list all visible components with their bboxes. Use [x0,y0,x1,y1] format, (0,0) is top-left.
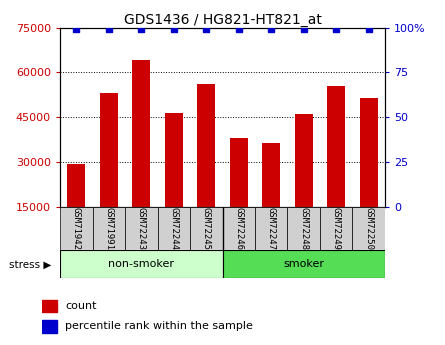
Bar [222,250,385,278]
Bar [93,207,125,250]
Bar [287,207,320,250]
Bar [67,164,85,252]
Text: GSM72243: GSM72243 [137,207,146,250]
Text: stress ▶: stress ▶ [9,260,51,270]
Bar [327,86,345,252]
Bar [352,207,385,250]
Bar [60,207,93,250]
Text: GSM72249: GSM72249 [332,207,341,250]
Text: percentile rank within the sample: percentile rank within the sample [65,322,253,332]
Text: GSM72245: GSM72245 [202,207,211,250]
Bar [165,113,183,252]
Bar [42,299,57,312]
Bar [320,207,352,250]
Text: GSM71991: GSM71991 [104,207,113,250]
Text: GSM72250: GSM72250 [364,207,373,250]
Bar [158,207,190,250]
Bar [360,98,378,252]
Bar [295,114,313,252]
Text: smoker: smoker [283,259,324,269]
Bar [60,250,222,278]
Bar [255,207,287,250]
Bar [125,207,158,250]
Text: GSM72247: GSM72247 [267,207,276,250]
Bar [197,85,215,252]
Bar [100,93,118,252]
Bar [222,207,255,250]
Bar [42,320,57,333]
Text: GSM72248: GSM72248 [299,207,308,250]
Text: GSM72246: GSM72246 [234,207,243,250]
Bar [132,60,150,252]
Title: GDS1436 / HG821-HT821_at: GDS1436 / HG821-HT821_at [124,12,321,27]
Text: count: count [65,301,97,311]
Text: non-smoker: non-smoker [108,259,174,269]
Bar [230,138,248,252]
Text: GSM72244: GSM72244 [169,207,178,250]
Text: GSM71942: GSM71942 [72,207,81,250]
Bar [190,207,222,250]
Bar [262,143,280,252]
